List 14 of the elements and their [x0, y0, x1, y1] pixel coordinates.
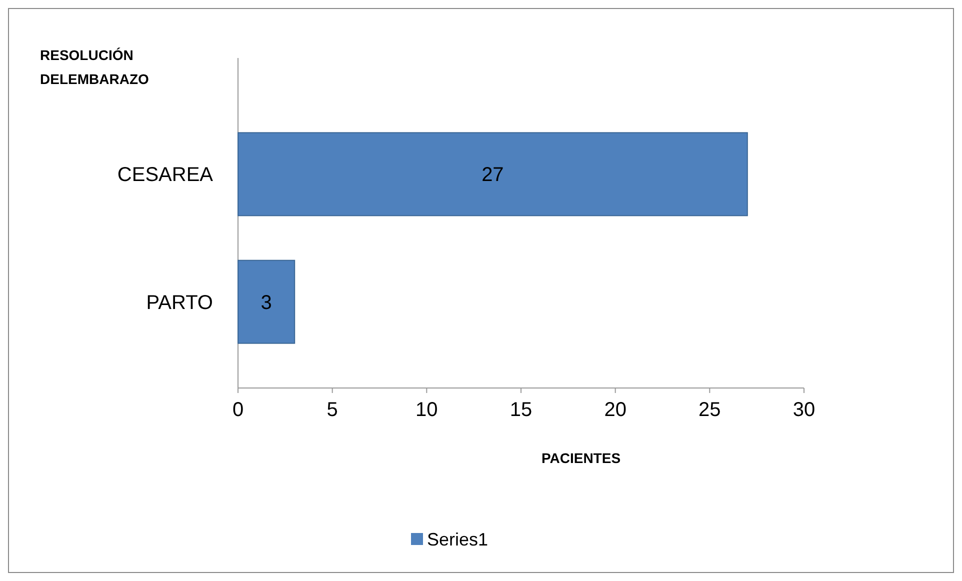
y-axis-title: RESOLUCIÓN DELEMBARAZO — [40, 47, 149, 87]
x-tick-label: 5 — [326, 399, 338, 421]
x-tick-label: 0 — [232, 399, 244, 421]
x-tick-label: 30 — [792, 399, 816, 421]
x-tick-label: 15 — [510, 399, 532, 421]
data-label: 3 — [260, 292, 272, 314]
x-axis-title: PACIENTES — [541, 450, 621, 466]
data-label: 27 — [482, 164, 504, 186]
x-tick-label: 25 — [698, 399, 721, 421]
legend-label: Series1 — [427, 529, 488, 550]
y-tick-label: CESAREA — [117, 164, 214, 186]
y-tick-label: PARTO — [146, 292, 213, 314]
x-tick-label: 20 — [604, 399, 626, 421]
x-tick-label: 10 — [416, 399, 438, 421]
